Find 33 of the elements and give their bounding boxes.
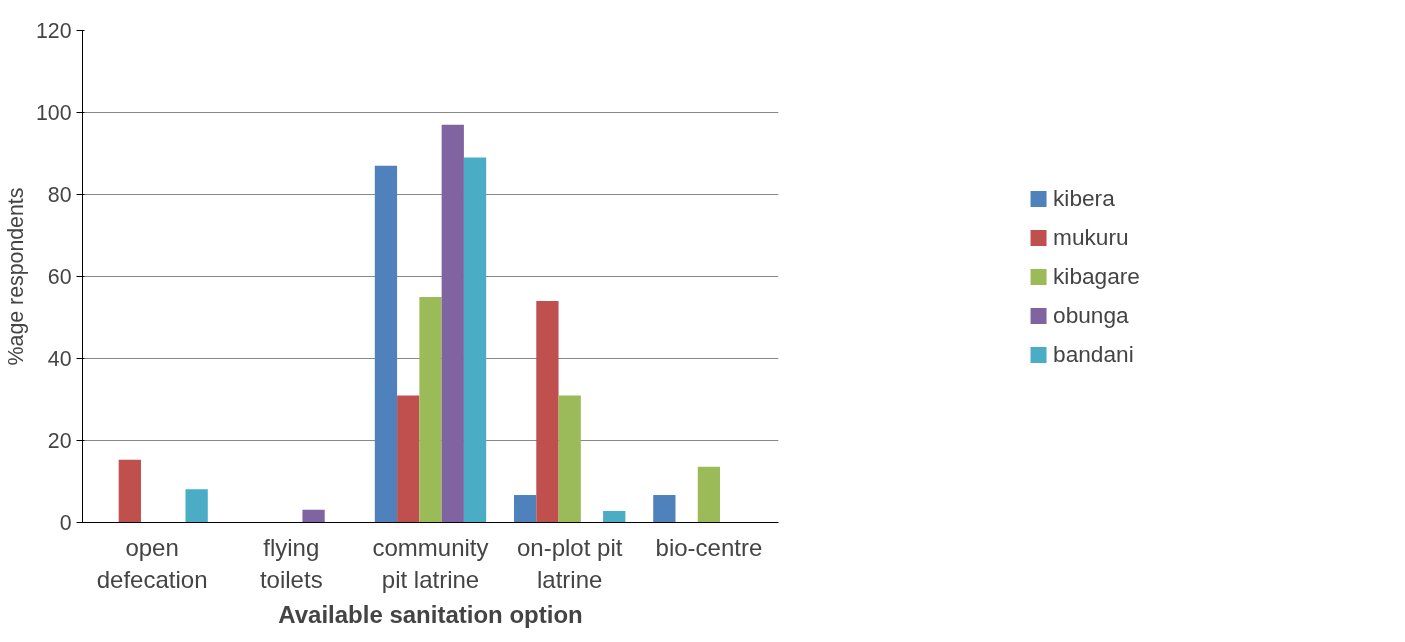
bar (302, 509, 325, 523)
bar (463, 157, 487, 523)
x-axis-title: Available sanitation option (278, 600, 583, 628)
y-tick-label: 120 (35, 19, 72, 43)
bar (697, 466, 721, 523)
x-tick-label: on-plot pit latrine (517, 533, 623, 593)
legend-label: bandani (1053, 340, 1134, 368)
x-tick-label: flying toilets (259, 533, 323, 593)
y-tick-label: 100 (35, 101, 72, 125)
x-tick-label: community pit latrine (372, 533, 489, 593)
bar (558, 395, 581, 523)
bar (118, 459, 141, 523)
bar (514, 495, 537, 523)
legend-label: obunga (1053, 301, 1129, 329)
x-tick-label: bio-centre (655, 533, 763, 561)
y-tick-label: 20 (47, 429, 72, 453)
bar (397, 395, 420, 523)
bar (185, 489, 208, 523)
y-tick-label: 0 (59, 511, 72, 535)
legend-label: kibagare (1053, 262, 1140, 290)
y-axis-title: %age respondents (3, 187, 28, 366)
bar (441, 124, 464, 523)
legend-label: kibera (1053, 184, 1115, 212)
bar (603, 511, 626, 523)
bar (653, 495, 676, 523)
y-tick-label: 40 (47, 347, 72, 371)
y-tick-label: 60 (47, 265, 72, 289)
x-tick-label: open defecation (96, 533, 208, 593)
bar (374, 165, 398, 523)
bar (419, 297, 442, 523)
legend-label: mukuru (1053, 223, 1129, 251)
y-tick-label: 80 (47, 183, 72, 207)
bar (536, 301, 559, 523)
